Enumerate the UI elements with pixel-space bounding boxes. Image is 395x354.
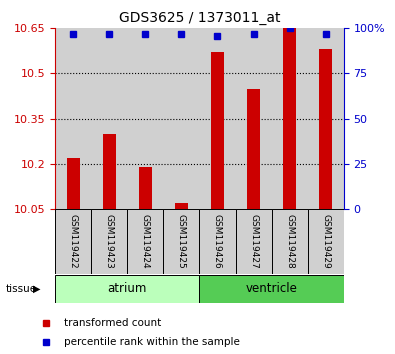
Bar xyxy=(127,28,164,209)
Bar xyxy=(91,28,127,209)
Bar xyxy=(272,28,308,209)
Text: GSM119429: GSM119429 xyxy=(321,214,330,269)
Bar xyxy=(272,209,308,274)
Title: GDS3625 / 1373011_at: GDS3625 / 1373011_at xyxy=(119,11,280,24)
Text: ventricle: ventricle xyxy=(246,282,297,295)
Bar xyxy=(199,209,235,274)
Bar xyxy=(164,28,199,209)
Text: ▶: ▶ xyxy=(33,284,40,294)
Bar xyxy=(308,209,344,274)
Bar xyxy=(247,88,260,209)
Bar xyxy=(319,50,332,209)
Bar xyxy=(55,275,199,303)
Text: GSM119424: GSM119424 xyxy=(141,214,150,269)
Text: GSM119425: GSM119425 xyxy=(177,214,186,269)
Bar xyxy=(91,209,127,274)
Text: GSM119428: GSM119428 xyxy=(285,214,294,269)
Bar xyxy=(283,28,296,209)
Bar xyxy=(199,28,235,209)
Bar xyxy=(235,209,272,274)
Bar xyxy=(67,158,80,209)
Bar xyxy=(127,209,164,274)
Text: GSM119427: GSM119427 xyxy=(249,214,258,269)
Bar xyxy=(235,28,272,209)
Text: atrium: atrium xyxy=(108,282,147,295)
Bar xyxy=(175,203,188,209)
Bar xyxy=(199,275,344,303)
Text: GSM119426: GSM119426 xyxy=(213,214,222,269)
Bar xyxy=(164,209,199,274)
Bar xyxy=(308,28,344,209)
Bar xyxy=(211,52,224,209)
Text: GSM119423: GSM119423 xyxy=(105,214,114,269)
Bar xyxy=(139,167,152,209)
Text: transformed count: transformed count xyxy=(64,318,161,329)
Bar xyxy=(55,28,91,209)
Text: tissue: tissue xyxy=(6,284,37,294)
Text: GSM119422: GSM119422 xyxy=(69,214,78,269)
Text: percentile rank within the sample: percentile rank within the sample xyxy=(64,337,239,347)
Bar xyxy=(103,134,116,209)
Bar xyxy=(55,209,91,274)
